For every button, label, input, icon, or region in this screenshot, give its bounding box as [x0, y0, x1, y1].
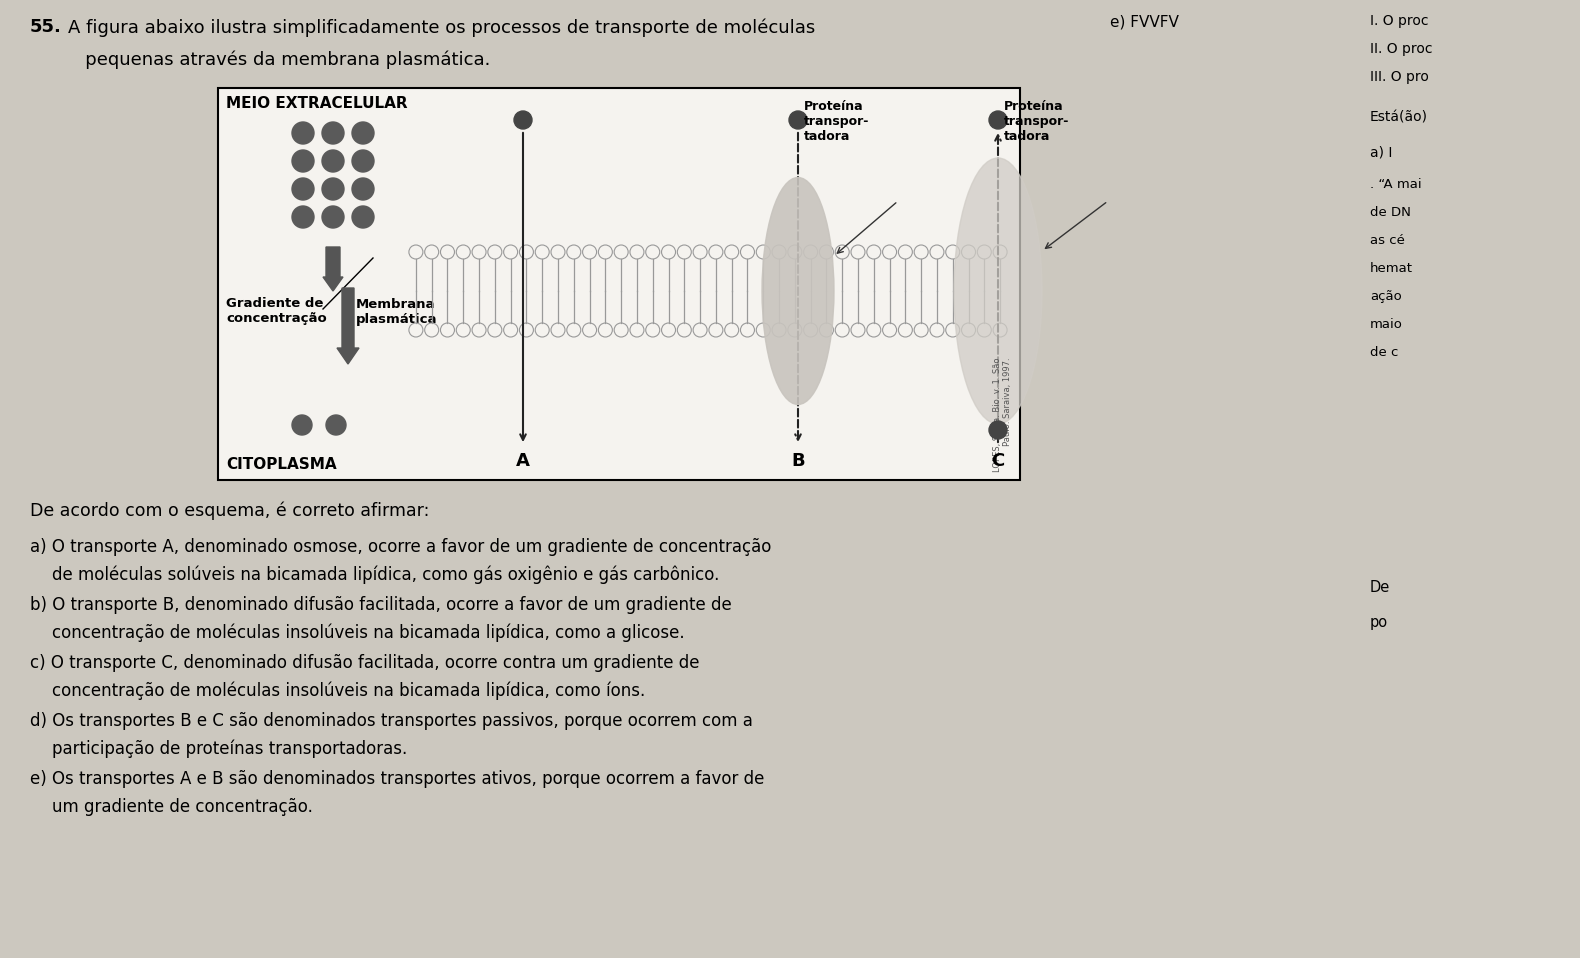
Ellipse shape — [954, 158, 1041, 424]
FancyArrow shape — [322, 247, 343, 291]
Text: um gradiente de concentração.: um gradiente de concentração. — [52, 798, 313, 816]
Bar — [218, 88, 1021, 480]
Text: II. O proc: II. O proc — [1370, 42, 1433, 56]
Text: po: po — [1370, 615, 1389, 630]
Circle shape — [352, 122, 374, 144]
Text: CITOPLASMA: CITOPLASMA — [226, 457, 337, 472]
Ellipse shape — [762, 177, 834, 404]
Text: I. O proc: I. O proc — [1370, 14, 1428, 28]
Text: a) I: a) I — [1370, 145, 1392, 159]
Circle shape — [514, 111, 532, 129]
Circle shape — [788, 111, 807, 129]
Text: as cé: as cé — [1370, 234, 1405, 247]
Text: MEIO EXTRACELULAR: MEIO EXTRACELULAR — [226, 96, 408, 111]
Text: Membrana
plasmática: Membrana plasmática — [356, 298, 438, 326]
Text: concentração de moléculas insolúveis na bicamada lipídica, como a glicose.: concentração de moléculas insolúveis na … — [52, 624, 684, 643]
Text: de c: de c — [1370, 346, 1398, 359]
Circle shape — [292, 150, 314, 172]
Text: Gradiente de
concentração: Gradiente de concentração — [226, 297, 327, 325]
Text: . “A mai: . “A mai — [1370, 178, 1422, 191]
Text: Está(ão): Está(ão) — [1370, 110, 1428, 124]
Circle shape — [292, 122, 314, 144]
Text: C: C — [991, 452, 1005, 470]
Text: maio: maio — [1370, 318, 1403, 331]
Text: De acordo com o esquema, é correto afirmar:: De acordo com o esquema, é correto afirm… — [30, 502, 430, 520]
Text: a) O transporte A, denominado osmose, ocorre a favor de um gradiente de concentr: a) O transporte A, denominado osmose, oc… — [30, 538, 771, 556]
Circle shape — [989, 421, 1006, 439]
Text: B: B — [792, 452, 804, 470]
Text: d) Os transportes B e C são denominados transportes passivos, porque ocorrem com: d) Os transportes B e C são denominados … — [30, 712, 754, 730]
FancyArrow shape — [337, 288, 359, 364]
Circle shape — [292, 415, 311, 435]
Text: ação: ação — [1370, 290, 1401, 303]
Text: III. O pro: III. O pro — [1370, 70, 1428, 84]
Text: A: A — [517, 452, 529, 470]
Circle shape — [989, 111, 1006, 129]
Text: LOPES, Sônia. Bio. v. 1. São
Paulo: Saraiva, 1997.: LOPES, Sônia. Bio. v. 1. São Paulo: Sara… — [992, 357, 1013, 472]
Text: hemat: hemat — [1370, 262, 1413, 275]
Circle shape — [352, 178, 374, 200]
Text: participação de proteínas transportadoras.: participação de proteínas transportadora… — [52, 740, 408, 759]
Text: b) O transporte B, denominado difusão facilitada, ocorre a favor de um gradiente: b) O transporte B, denominado difusão fa… — [30, 596, 732, 614]
Text: e) FVVFV: e) FVVFV — [1111, 14, 1179, 29]
Text: c) O transporte C, denominado difusão facilitada, ocorre contra um gradiente de: c) O transporte C, denominado difusão fa… — [30, 654, 700, 672]
Text: pequenas através da membrana plasmática.: pequenas através da membrana plasmática. — [68, 50, 490, 69]
Text: Proteína
transpor-
tadora: Proteína transpor- tadora — [1003, 100, 1070, 143]
Text: concentração de moléculas insolúveis na bicamada lipídica, como íons.: concentração de moléculas insolúveis na … — [52, 682, 645, 700]
Text: 55.: 55. — [30, 18, 62, 36]
Text: e) Os transportes A e B são denominados transportes ativos, porque ocorrem a fav: e) Os transportes A e B são denominados … — [30, 770, 765, 788]
Circle shape — [352, 206, 374, 228]
Circle shape — [352, 150, 374, 172]
Circle shape — [322, 150, 344, 172]
Circle shape — [325, 415, 346, 435]
Circle shape — [292, 206, 314, 228]
Circle shape — [292, 178, 314, 200]
Text: A figura abaixo ilustra simplificadamente os processos de transporte de molécula: A figura abaixo ilustra simplificadament… — [68, 18, 815, 36]
Circle shape — [322, 206, 344, 228]
Text: de moléculas solúveis na bicamada lipídica, como gás oxigênio e gás carbônico.: de moléculas solúveis na bicamada lipídi… — [52, 566, 719, 584]
Circle shape — [322, 178, 344, 200]
Text: de DN: de DN — [1370, 206, 1411, 219]
Circle shape — [322, 122, 344, 144]
Text: Proteína
transpor-
tadora: Proteína transpor- tadora — [804, 100, 869, 143]
Text: De: De — [1370, 580, 1390, 595]
